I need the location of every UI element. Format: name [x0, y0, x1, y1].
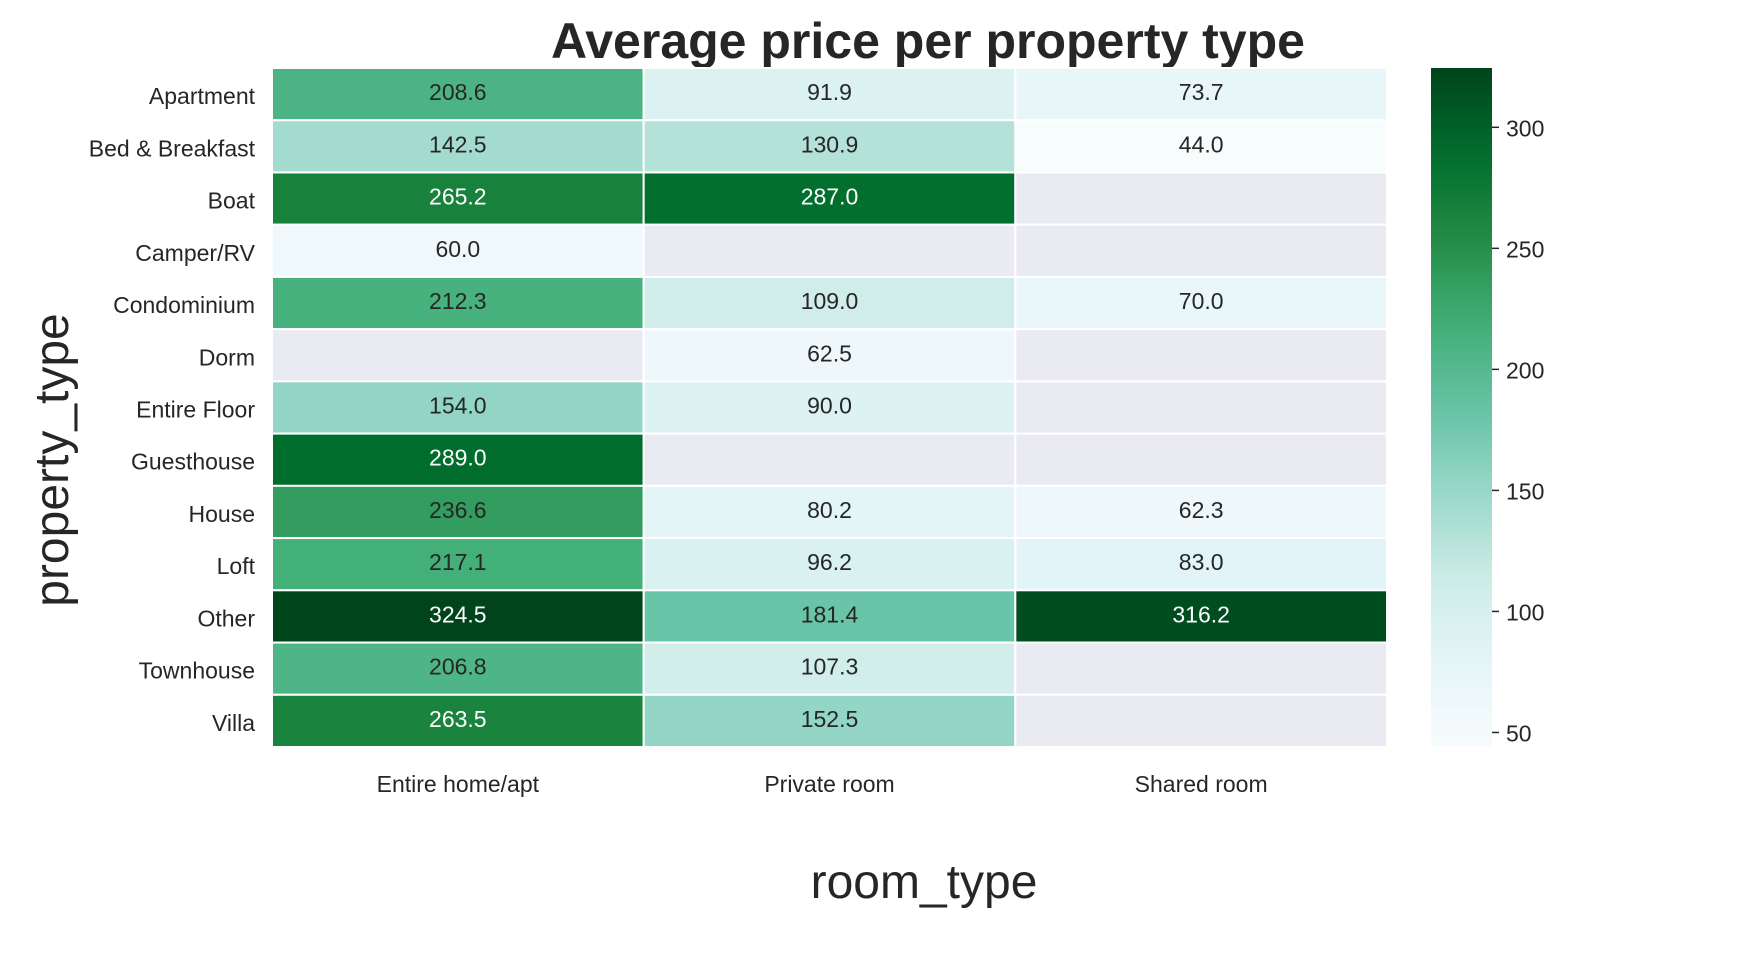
heatmap-cell-entire-floor-private-room: [642, 380, 1017, 435]
heatmap-cell-dorm-private-room: [642, 328, 1017, 383]
cell-value-label: 289.0: [429, 445, 487, 471]
heatmap-cell-loft-private-room: [642, 537, 1017, 592]
cell-value-label: 73.7: [1179, 79, 1224, 105]
cell-value-label: 265.2: [429, 184, 487, 210]
colorbar-tick-label: 250: [1506, 236, 1544, 262]
cell-value-label: 316.2: [1172, 601, 1230, 627]
y-tick-label: Villa: [212, 710, 255, 736]
heatmap-cell-guesthouse-entire-home-apt: [271, 432, 645, 487]
cell-value-label: 181.4: [801, 601, 859, 627]
cell-value-label: 70.0: [1179, 288, 1224, 314]
colorbar: 50 100 150 200 250 300: [1431, 68, 1544, 747]
cell-value-label: 90.0: [807, 393, 852, 419]
cell-value-label: 44.0: [1179, 131, 1224, 157]
heatmap-cells: [271, 67, 1388, 748]
heatmap-cell-apartment-shared-room: [1014, 67, 1388, 122]
heatmap-cell-camper-rv-entire-home-apt: [271, 223, 645, 278]
cell-value-label: 83.0: [1179, 549, 1224, 575]
colorbar-tick-label: 150: [1506, 478, 1544, 504]
x-tick-label: Shared room: [1135, 771, 1268, 797]
cell-value-label: 236.6: [429, 497, 487, 523]
cell-value-label: 80.2: [807, 497, 852, 523]
chart-title: Average price per property type: [551, 13, 1305, 69]
y-tick-label: Boat: [208, 188, 256, 214]
heatmap-cell-boat-private-room: [642, 171, 1017, 226]
heatmap-cell-camper-rv-shared-room: [1014, 223, 1388, 278]
cell-value-label: 130.9: [801, 131, 859, 157]
heatmap-cell-dorm-shared-room: [1014, 328, 1388, 383]
colorbar-gradient: [1431, 68, 1492, 747]
cell-value-label: 208.6: [429, 79, 487, 105]
colorbar-tick-label: 200: [1506, 357, 1544, 383]
y-tick-label: Bed & Breakfast: [89, 135, 256, 161]
heatmap-cell-labels: 208.6 91.9 73.7 142.5 130.9 44.0 265.2 287.0 60.…: [429, 79, 1230, 732]
heatmap-cell-other-shared-room: [1014, 589, 1388, 644]
heatmap-cell-apartment-private-room: [642, 67, 1017, 122]
cell-value-label: 62.5: [807, 340, 852, 366]
heatmap-cell-camper-rv-private-room: [642, 223, 1017, 278]
colorbar-tick-label: 100: [1506, 599, 1544, 625]
colorbar-tick-label: 50: [1506, 720, 1532, 746]
heatmap-cell-apartment-entire-home-apt: [271, 67, 645, 122]
x-axis-label: room_type: [811, 856, 1038, 909]
y-tick-label: House: [189, 501, 255, 527]
cell-value-label: 152.5: [801, 706, 859, 732]
heatmap-cell-guesthouse-private-room: [642, 432, 1017, 487]
y-tick-label: Apartment: [149, 83, 256, 109]
cell-value-label: 217.1: [429, 549, 487, 575]
colorbar-tick-label: 300: [1506, 115, 1544, 141]
y-tick-label: Loft: [217, 553, 256, 579]
heatmap-cell-entire-floor-shared-room: [1014, 380, 1388, 435]
cell-value-label: 91.9: [807, 79, 852, 105]
heatmap-cell-bed-breakfast-shared-room: [1014, 119, 1388, 174]
heatmap-cell-loft-shared-room: [1014, 537, 1388, 592]
cell-value-label: 60.0: [435, 236, 480, 262]
y-tick-labels: Apartment Bed & Breakfast Boat Camper/RV Con…: [89, 83, 256, 736]
cell-value-label: 287.0: [801, 184, 859, 210]
y-tick-label: Dorm: [199, 344, 255, 370]
heatmap-cell-condominium-private-room: [642, 275, 1017, 331]
y-tick-label: Townhouse: [139, 658, 255, 684]
y-tick-label: Guesthouse: [131, 449, 255, 475]
x-tick-label: Entire home/apt: [377, 771, 540, 797]
cell-value-label: 154.0: [429, 393, 487, 419]
heatmap-cell-entire-floor-entire-home-apt: [271, 380, 645, 435]
y-axis-label: property_type: [26, 313, 79, 607]
heatmap-cell-villa-shared-room: [1014, 693, 1388, 748]
cell-value-label: 107.3: [801, 654, 859, 680]
cell-value-label: 212.3: [429, 288, 487, 314]
heatmap-cell-townhouse-shared-room: [1014, 641, 1388, 696]
y-tick-label: Other: [197, 605, 255, 631]
cell-value-label: 109.0: [801, 288, 859, 314]
x-tick-labels: Entire home/apt Private room Shared room: [377, 771, 1268, 797]
y-tick-label: Condominium: [113, 292, 255, 318]
x-tick-label: Private room: [764, 771, 894, 797]
heatmap-cell-villa-entire-home-apt: [271, 693, 645, 748]
heatmap-cell-house-shared-room: [1014, 484, 1388, 540]
heatmap-cell-dorm-entire-home-apt: [271, 328, 645, 383]
cell-value-label: 206.8: [429, 654, 487, 680]
heatmap-cell-other-entire-home-apt: [271, 589, 645, 644]
cell-value-label: 324.5: [429, 601, 487, 627]
cell-value-label: 62.3: [1179, 497, 1224, 523]
heatmap-cell-boat-shared-room: [1014, 171, 1388, 226]
heatmap-cell-loft-entire-home-apt: [271, 537, 645, 592]
cell-value-label: 263.5: [429, 706, 487, 732]
heatmap-cell-villa-private-room: [642, 693, 1017, 748]
y-tick-label: Camper/RV: [135, 240, 255, 266]
cell-value-label: 96.2: [807, 549, 852, 575]
y-tick-label: Entire Floor: [136, 397, 255, 423]
heatmap-cell-guesthouse-shared-room: [1014, 432, 1388, 487]
cell-value-label: 142.5: [429, 131, 487, 157]
